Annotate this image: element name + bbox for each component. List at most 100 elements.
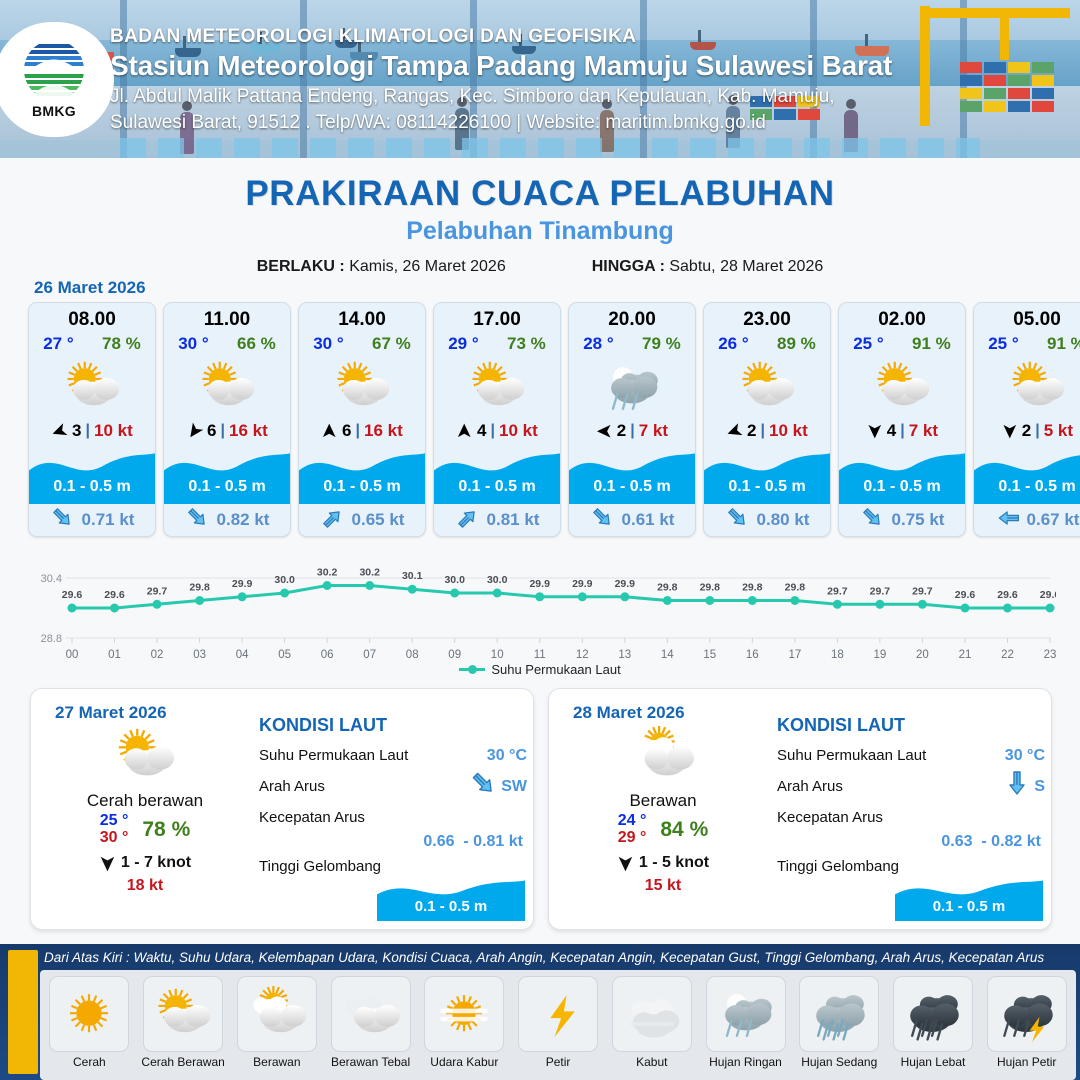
card-current-speed: 0.82 kt: [216, 510, 270, 529]
valid-from-label: BERLAKU :: [256, 258, 345, 275]
sea-band: [0, 40, 1080, 86]
card-wind-row: ➤ 4 | 7 kt: [839, 418, 965, 444]
svg-text:05: 05: [278, 649, 291, 661]
panel-wave-height: 0.1 - 0.5 m: [414, 898, 488, 915]
sst-value: 30 °C: [1004, 746, 1045, 764]
card-temp-hum-row: 29 ° 73 %: [434, 334, 560, 354]
page-title: PRAKIRAAN CUACA PELABUHAN: [245, 174, 835, 213]
card-current-speed: 0.65 kt: [351, 510, 405, 529]
svg-text:29.6: 29.6: [955, 589, 976, 601]
card-wind-speed: 4: [886, 421, 897, 440]
current-speed-label: Kecepatan Arus: [777, 809, 883, 826]
svg-text:09: 09: [448, 649, 461, 661]
sea-conditions-title: KONDISI LAUT: [777, 715, 905, 735]
card-wind-speed: 4: [477, 421, 487, 440]
person-silhouette: [726, 95, 740, 148]
crane-icon: [920, 6, 930, 126]
current-speed-values: 0.63 - 0.82 kt: [777, 833, 1045, 851]
svg-text:29.9: 29.9: [529, 578, 550, 590]
current-direction-row: Arah Arus SW: [259, 771, 527, 802]
card-time: 08.00: [68, 309, 116, 330]
panel-temp-range: 25 ° 30 °: [99, 812, 129, 847]
legend-label: Suhu Permukaan Laut: [491, 662, 621, 677]
svg-text:30.2: 30.2: [317, 567, 338, 579]
legend-item-label: Berawan: [253, 1055, 301, 1069]
legend-item-label: Cerah: [73, 1055, 106, 1069]
svg-text:30.0: 30.0: [274, 574, 295, 586]
card-gust-speed: 10 kt: [498, 421, 538, 440]
card-humidity: 78 %: [102, 334, 141, 353]
bmkg-logo-text: BMKG: [32, 103, 76, 119]
legend-item: Kabut: [606, 976, 697, 1074]
sst-chart: 30.4 28.8 29.6 00 29.6 01 29.7 02 29.8 03 29.9 04 30…: [24, 560, 1061, 680]
current-speed-label-row: Kecepatan Arus: [259, 802, 527, 833]
card-humidity: 67 %: [372, 334, 411, 353]
svg-text:02: 02: [151, 649, 164, 661]
boat-icon: [690, 30, 716, 50]
legend-item: Cerah Berawan: [138, 976, 229, 1074]
legend-icon-box: [424, 976, 505, 1052]
card-wind-separator: |: [220, 422, 225, 439]
card-wave-graphic: 0.1 - 0.5 m: [974, 446, 1080, 504]
current-direction-value: SW: [501, 777, 527, 795]
window-mullion: [470, 0, 477, 158]
card-wind-speed: 6: [207, 421, 217, 440]
panel-temp-min: 25 °: [99, 812, 129, 829]
panel-condition: Cerah berawan: [86, 791, 204, 810]
card-wave-graphic: 0.1 - 0.5 m: [839, 446, 965, 504]
svg-text:17: 17: [789, 649, 802, 661]
svg-text:29.7: 29.7: [870, 585, 891, 597]
current-direction-value-group: SW: [469, 769, 527, 804]
legend-item: Berawan Tebal: [325, 976, 416, 1074]
svg-text:29.6: 29.6: [104, 589, 125, 601]
current-speed-label-row: Kecepatan Arus: [777, 802, 1045, 833]
panel-wave-height: 0.1 - 0.5 m: [932, 898, 1006, 915]
svg-text:29.7: 29.7: [827, 585, 848, 597]
svg-text:06: 06: [321, 649, 334, 661]
panel-temp-hum: 24 ° 29 ° 84 %: [563, 812, 763, 847]
card-time: 17.00: [473, 309, 521, 330]
card-current-speed: 0.71 kt: [81, 510, 135, 529]
current-direction-arrow-icon: [50, 505, 76, 536]
card-weather-icon: [704, 356, 830, 418]
panel-date: 27 Maret 2026: [55, 703, 167, 722]
panel-temp-max: 30 °: [99, 828, 129, 846]
card-wind-separator: |: [760, 422, 765, 439]
panel-temp-min: 24 °: [617, 812, 647, 829]
card-wind-row: ➤ 3 | 10 kt: [29, 418, 155, 444]
card-current-row: 0.71 kt: [29, 504, 155, 536]
valid-from-value: Kamis, 26 Maret 2026: [349, 258, 506, 275]
wind-direction-arrow-icon: ➤: [723, 417, 747, 445]
legend-item-label: Berawan Tebal: [330, 1055, 411, 1069]
card-wave-height: 0.1 - 0.5 m: [863, 478, 941, 495]
card-weather-icon: [29, 356, 155, 418]
svg-text:08: 08: [406, 649, 419, 661]
legend-item-label: Hujan Petir: [997, 1055, 1057, 1069]
station-name: Stasiun Meteorologi Tampa Padang Mamuju …: [110, 50, 893, 81]
address-line-2: Sulawesi Barat, 91512 . Telp/WA: 0811422…: [110, 112, 766, 134]
card-wind-separator: |: [1035, 422, 1040, 439]
boat-icon: [350, 40, 378, 61]
card-wave-height: 0.1 - 0.5 m: [458, 478, 536, 495]
card-current-speed: 0.81 kt: [486, 510, 540, 529]
header-text-block: BADAN METEOROLOGI KLIMATOLOGI DAN GEOFIS…: [110, 26, 1070, 134]
wind-direction-arrow-icon: ➤: [863, 422, 886, 440]
legend-item-label: Kabut: [636, 1055, 668, 1069]
waiting-chairs: [120, 138, 980, 158]
card-humidity: 66 %: [237, 334, 276, 353]
card-wind-separator: |: [630, 422, 635, 439]
legend-item: Hujan Ringan: [700, 976, 791, 1074]
legend-marker-icon: [459, 665, 486, 674]
card-current-row: 0.75 kt: [839, 504, 965, 536]
svg-text:15: 15: [703, 649, 716, 661]
valid-until-label: HINGGA :: [591, 258, 665, 275]
svg-text:29.7: 29.7: [912, 585, 933, 597]
wind-direction-arrow-icon: ➤: [180, 417, 209, 445]
crane-icon: [920, 8, 1070, 18]
card-wave-graphic: 0.1 - 0.5 m: [704, 446, 830, 504]
current-speed-max: - 0.81 kt: [463, 833, 523, 850]
title-section: PRAKIRAAN CUACA PELABUHAN Pelabuhan Tina…: [0, 158, 1080, 276]
card-wave-graphic: 0.1 - 0.5 m: [299, 446, 425, 504]
current-direction-arrow-icon: [995, 505, 1021, 536]
card-current-row: 0.82 kt: [164, 504, 290, 536]
